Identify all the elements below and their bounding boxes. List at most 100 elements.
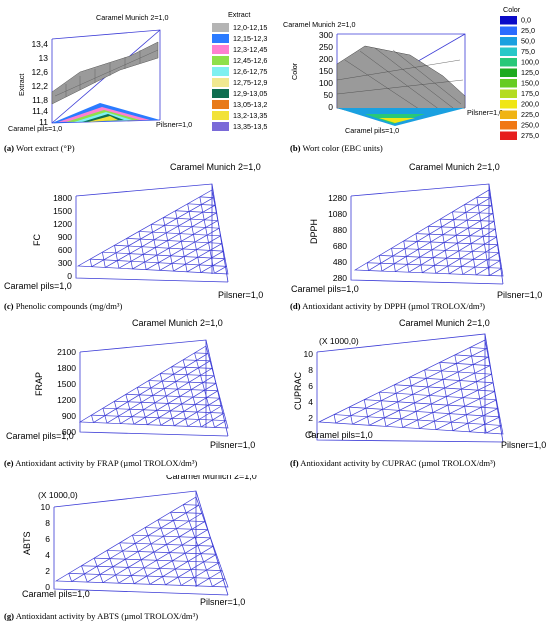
corner-top-label: Caramel Munich 2=1,0 bbox=[399, 318, 490, 328]
corner-top-label: Caramel Munich 2=1,0 bbox=[96, 13, 169, 22]
mesh-line bbox=[91, 415, 94, 423]
mesh-line bbox=[379, 391, 497, 401]
mesh-line bbox=[125, 394, 135, 425]
legend-label: 12,6-12,75 bbox=[233, 67, 267, 76]
mesh-line bbox=[132, 534, 211, 539]
mesh-line bbox=[163, 217, 218, 221]
mesh-line bbox=[145, 527, 208, 531]
chart-a-surface bbox=[51, 41, 159, 105]
mesh-line bbox=[403, 240, 410, 273]
mesh-line bbox=[93, 557, 104, 583]
mesh-line bbox=[160, 390, 219, 426]
mesh-line bbox=[462, 252, 500, 275]
ytick: 0 bbox=[328, 102, 333, 112]
chart-b: Caramel Munich 2=1,0 300 250 200 150 100… bbox=[283, 5, 539, 140]
chart-e: 2100 1800 1500 1200 900 600 FRAP Caramel Munich… bbox=[6, 318, 255, 450]
chart-a-surface-grid bbox=[54, 49, 159, 97]
legend-label: 150,0 bbox=[521, 79, 539, 88]
mesh-line bbox=[81, 565, 88, 583]
chart-b-yticks: 300 250 200 150 100 50 0 bbox=[319, 30, 333, 112]
mesh-line bbox=[162, 217, 174, 272]
ytick: 2 bbox=[308, 413, 313, 423]
mesh-line bbox=[187, 203, 202, 273]
mesh-line bbox=[469, 347, 487, 349]
corner-top-label: Caramel Munich 2=1,0 bbox=[409, 162, 500, 172]
legend-label: 13,05-13,2 bbox=[233, 100, 267, 109]
mesh-line bbox=[146, 227, 220, 270]
surface-outline bbox=[54, 496, 229, 588]
legend-label: 75,0 bbox=[521, 47, 535, 56]
mesh-line bbox=[489, 267, 502, 276]
corner-right-label: Pilsner=1,0 bbox=[467, 108, 503, 117]
ytick: 280 bbox=[333, 273, 347, 283]
chart-c-caption: (c) Phenolic compounds (mg/dm³) bbox=[4, 301, 123, 311]
ytick: 2100 bbox=[57, 347, 76, 357]
ytick: 680 bbox=[333, 241, 347, 251]
corner-top-label: Caramel Munich 2=1,0 bbox=[132, 318, 223, 328]
mesh-line bbox=[87, 513, 202, 583]
mesh-line bbox=[394, 384, 403, 428]
mesh-line bbox=[102, 407, 225, 414]
mesh-line bbox=[187, 405, 223, 427]
legend-swatch bbox=[212, 78, 229, 87]
corner-right-label: Pilsner=1,0 bbox=[501, 440, 546, 450]
legend-swatch bbox=[500, 131, 517, 140]
mesh-line bbox=[89, 259, 92, 267]
corner-left-label: Caramel pils=1,0 bbox=[291, 284, 359, 294]
mesh-line bbox=[452, 408, 499, 432]
mesh-line bbox=[144, 527, 166, 585]
mesh-line bbox=[160, 373, 215, 377]
legend-swatch bbox=[500, 121, 517, 130]
mesh-line bbox=[464, 204, 477, 275]
legend-label: 100,0 bbox=[521, 58, 539, 67]
ytick: 1800 bbox=[57, 363, 76, 373]
mesh-line bbox=[118, 529, 208, 584]
legend-swatch bbox=[500, 89, 517, 98]
mesh-line bbox=[454, 354, 470, 432]
mesh-line bbox=[391, 248, 396, 272]
ytick: 8 bbox=[45, 518, 50, 528]
ytick: 300 bbox=[58, 258, 72, 268]
ytick: 900 bbox=[58, 232, 72, 242]
ytick: 6 bbox=[308, 381, 313, 391]
ytick: 880 bbox=[333, 225, 347, 235]
mesh-line bbox=[363, 399, 370, 426]
mesh-line bbox=[171, 366, 213, 369]
legend-label: 13,2-13,35 bbox=[233, 111, 267, 120]
mesh-line bbox=[454, 354, 489, 358]
mesh-line bbox=[187, 203, 215, 206]
mesh-line bbox=[440, 218, 495, 222]
chart-a-yticks: 13,4 13 12,6 12,2 11,8 11,4 11 bbox=[31, 39, 48, 127]
mesh-line bbox=[150, 224, 161, 271]
corner-top-label: Caramel Munich 2=1,0 bbox=[166, 475, 257, 481]
chart-b-ylabel: Color bbox=[290, 62, 299, 80]
mesh-line bbox=[102, 251, 226, 260]
mesh-line bbox=[452, 211, 493, 214]
mesh-line bbox=[133, 375, 215, 425]
legend-swatch bbox=[500, 37, 517, 46]
ytick: 8 bbox=[308, 365, 313, 375]
chart-d-caption: (d) Antioxidant activity by DPPH (µmol T… bbox=[290, 301, 486, 311]
legend-label: 125,0 bbox=[521, 68, 539, 77]
mesh-line bbox=[68, 573, 72, 582]
mesh-line bbox=[475, 260, 501, 276]
mesh-line bbox=[435, 236, 497, 274]
ytick: 4 bbox=[45, 550, 50, 560]
ytick: 6 bbox=[45, 534, 50, 544]
corner-left-label: Caramel pils=1,0 bbox=[22, 589, 90, 599]
corner-left-label: Caramel pils=1,0 bbox=[6, 431, 74, 441]
chart-a-ylabel: Extract bbox=[17, 74, 26, 96]
multiplier-label: (X 1000,0) bbox=[38, 490, 78, 500]
legend-label: 175,0 bbox=[521, 89, 539, 98]
ytick: 4 bbox=[308, 397, 313, 407]
legend-swatch bbox=[500, 47, 517, 56]
ytick: 300 bbox=[319, 30, 333, 40]
legend-label: 225,0 bbox=[521, 110, 539, 119]
chart-b-caption: (b) Wort color (EBC units) bbox=[290, 143, 383, 153]
corner-right-label: Pilsner=1,0 bbox=[156, 120, 192, 129]
legend-swatch bbox=[500, 79, 517, 88]
ytick: 250 bbox=[319, 42, 333, 52]
ytick: 0 bbox=[308, 429, 313, 439]
mesh-line bbox=[102, 252, 106, 268]
mesh-line bbox=[352, 356, 489, 425]
